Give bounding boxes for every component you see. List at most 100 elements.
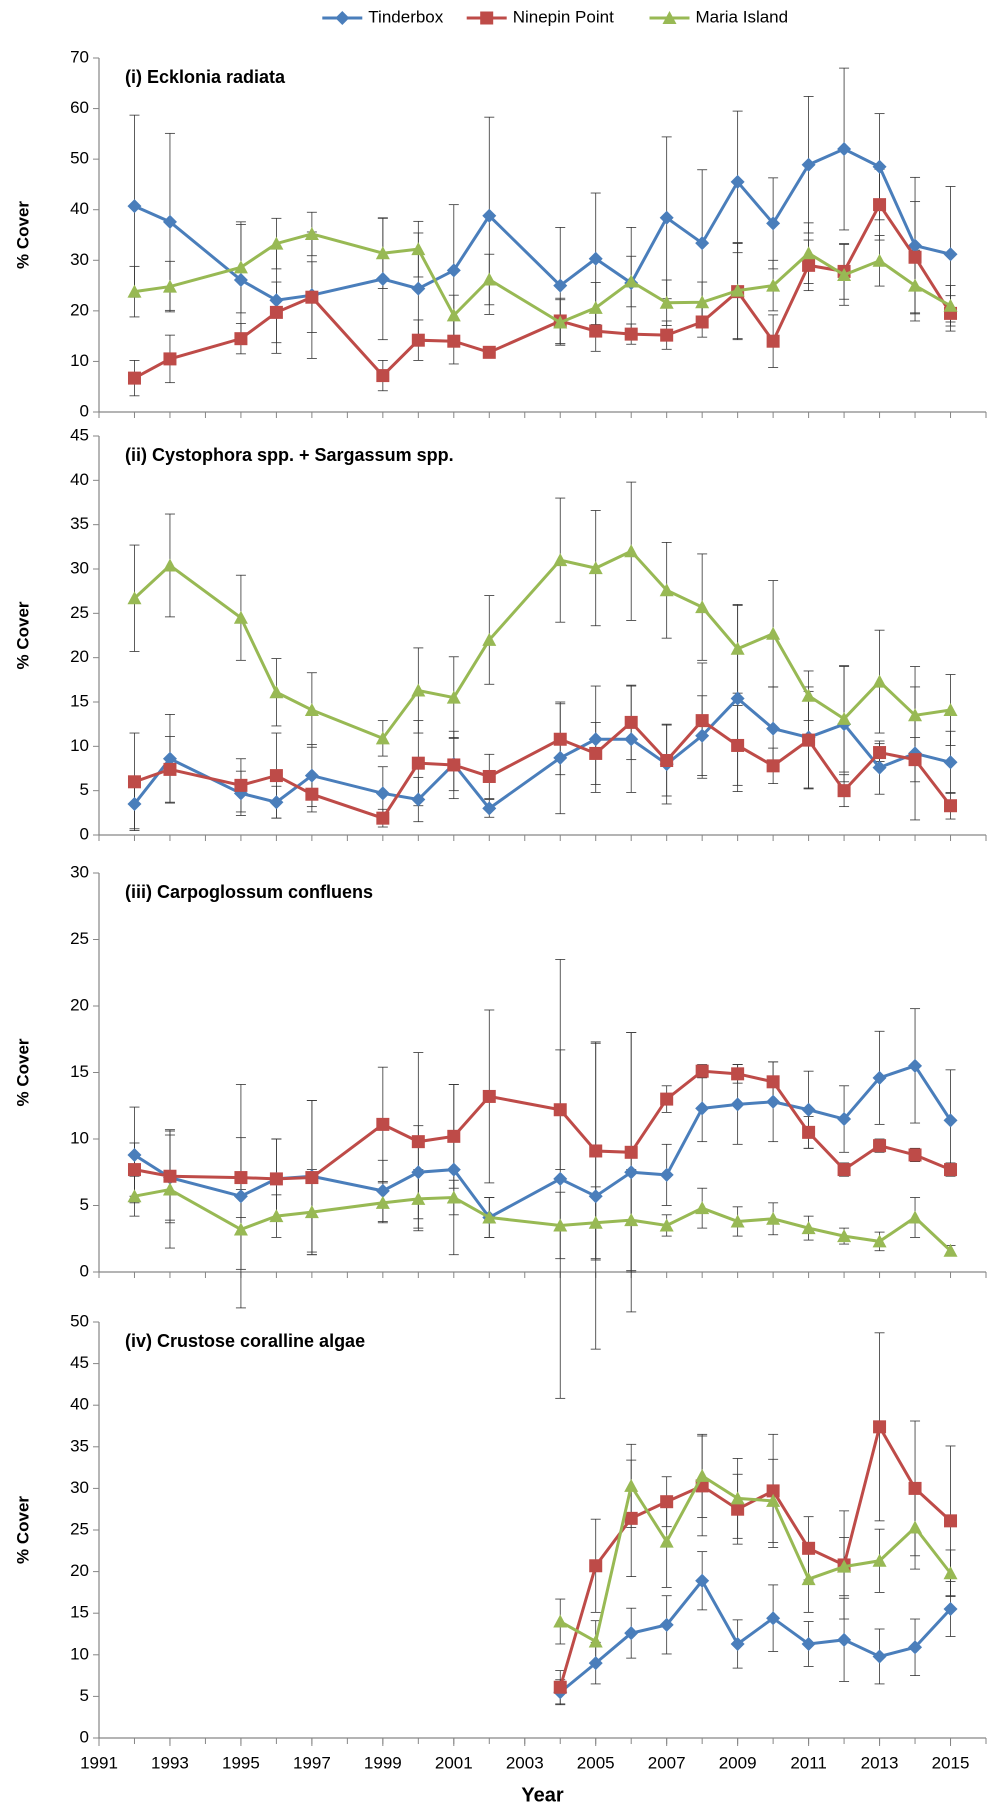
marker [766, 1611, 781, 1626]
marker [269, 685, 284, 699]
marker [873, 198, 887, 212]
marker [589, 324, 603, 338]
marker [269, 293, 284, 308]
y-tick-label: 40 [70, 1395, 89, 1414]
marker [269, 1172, 283, 1186]
marker [801, 688, 816, 702]
marker [588, 1656, 603, 1671]
marker [375, 1195, 390, 1209]
y-tick-label: 20 [70, 300, 89, 319]
marker [624, 715, 638, 729]
x-tick-label: 1995 [222, 1753, 260, 1772]
marker [624, 732, 639, 747]
y-tick-label: 5 [80, 1195, 89, 1214]
marker [908, 238, 923, 253]
marker [801, 1102, 816, 1117]
marker [233, 610, 248, 624]
marker [233, 260, 248, 274]
marker [411, 1165, 426, 1180]
marker [233, 1189, 248, 1204]
marker [589, 746, 603, 760]
marker [766, 216, 781, 231]
marker [908, 1210, 923, 1224]
marker [695, 600, 710, 614]
marker [801, 157, 816, 172]
marker [766, 334, 780, 348]
marker [304, 226, 319, 240]
y-tick-label: 30 [70, 558, 89, 577]
marker [411, 683, 426, 697]
y-tick-label: 10 [70, 736, 89, 755]
marker [695, 1101, 710, 1116]
legend-label: Maria Island [696, 7, 789, 26]
marker [801, 246, 816, 260]
marker [802, 258, 816, 272]
y-axis-label: % Cover [13, 1038, 32, 1106]
x-tick-label: 2009 [719, 1753, 757, 1772]
marker [908, 1481, 922, 1495]
marker [837, 142, 852, 157]
marker [553, 1103, 567, 1117]
marker [553, 1680, 567, 1694]
series-line [559, 1473, 952, 1644]
marker [553, 1218, 568, 1232]
marker [660, 754, 674, 768]
marker [944, 1514, 958, 1528]
marker [588, 732, 603, 747]
x-tick-label: 2013 [861, 1753, 899, 1772]
marker [872, 1553, 887, 1567]
marker [873, 746, 887, 760]
marker [411, 281, 426, 296]
y-tick-label: 5 [80, 780, 89, 799]
marker [873, 1420, 887, 1434]
x-axis-label: Year [521, 1784, 563, 1806]
y-tick-label: 30 [70, 862, 89, 881]
marker [801, 1572, 816, 1586]
marker [162, 279, 177, 293]
marker [447, 758, 461, 772]
marker [269, 769, 283, 783]
marker [588, 251, 603, 266]
y-tick-label: 15 [70, 1603, 89, 1622]
marker [766, 721, 781, 736]
marker [662, 11, 677, 24]
marker [872, 1649, 887, 1664]
marker [624, 1145, 638, 1159]
marker [411, 333, 425, 347]
marker [943, 247, 958, 262]
marker [127, 284, 142, 298]
series-line [133, 147, 951, 302]
panel-title: (iv) Crustose coralline algae [125, 1331, 365, 1351]
marker [446, 1190, 461, 1204]
marker [482, 1210, 497, 1224]
marker [695, 1468, 710, 1482]
x-tick-label: 1997 [293, 1753, 331, 1772]
marker [908, 1148, 922, 1162]
marker [872, 159, 887, 174]
marker [659, 1534, 674, 1548]
marker [837, 1632, 852, 1647]
y-tick-label: 40 [70, 199, 89, 218]
marker [588, 300, 603, 314]
marker [908, 278, 923, 292]
y-tick-label: 10 [70, 1644, 89, 1663]
marker [553, 553, 568, 567]
y-axis-label: % Cover [13, 601, 32, 669]
y-tick-label: 20 [70, 647, 89, 666]
marker [837, 1229, 852, 1243]
marker [837, 267, 852, 281]
y-tick-label: 25 [70, 1519, 89, 1538]
x-tick-label: 1993 [151, 1753, 189, 1772]
marker [446, 263, 461, 278]
marker [127, 1147, 142, 1162]
x-tick-label: 2003 [506, 1753, 544, 1772]
series-line [133, 201, 952, 380]
marker [872, 1070, 887, 1085]
marker [376, 1117, 390, 1131]
marker [163, 352, 177, 366]
marker [305, 1171, 319, 1185]
marker [837, 784, 851, 798]
marker [943, 1566, 958, 1580]
marker [127, 775, 141, 789]
marker [659, 1167, 674, 1182]
